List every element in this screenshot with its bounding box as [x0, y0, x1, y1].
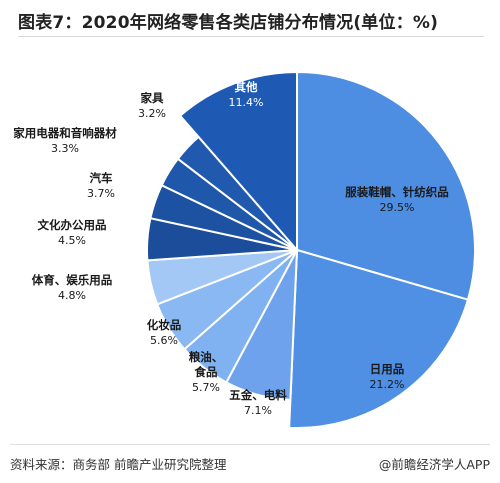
slice-value-label: 5.7%: [192, 381, 220, 394]
credit-note: @前瞻经济学人APP: [378, 457, 490, 472]
source-note: 资料来源：商务部 前瞻产业研究院整理: [10, 457, 227, 472]
slice-name-label: 家具: [141, 91, 164, 105]
slice-value-label: 3.3%: [51, 142, 79, 155]
slice-name-label: 其他: [235, 80, 258, 94]
slice-value-label: 7.1%: [244, 404, 272, 417]
slice-name-label: 食品: [195, 365, 218, 379]
title-divider: [18, 36, 484, 37]
slice-name-label: 化妆品: [147, 318, 182, 332]
slice-value-label: 3.2%: [138, 107, 166, 120]
slice-name-label: 服装鞋帽、针纺织品: [345, 185, 449, 199]
slice-name-label: 五金、电料: [229, 388, 287, 402]
pie-slice: [296, 70, 476, 301]
slice-value-label: 3.7%: [87, 187, 115, 200]
footer-divider: [10, 444, 490, 445]
pie-slices: [146, 70, 476, 429]
slice-name-label: 日用品: [370, 362, 405, 376]
slice-name-label: 文化办公用品: [38, 218, 107, 232]
slice-name-label: 汽车: [90, 171, 113, 185]
pie-slice: [178, 70, 298, 253]
slice-value-label: 4.8%: [58, 289, 86, 302]
slice-value-label: 21.2%: [370, 378, 405, 391]
slice-value-label: 5.6%: [150, 334, 178, 347]
slice-name-label: 家用电器和音响器材: [13, 126, 117, 140]
slice-value-label: 4.5%: [58, 234, 86, 247]
slice-value-label: 29.5%: [380, 201, 415, 214]
pie-slice: [288, 248, 470, 429]
slice-name-label: 粮油、: [189, 350, 224, 364]
slice-name-label: 体育、娱乐用品: [32, 273, 113, 287]
slice-value-label: 11.4%: [229, 96, 264, 109]
chart-title: 图表7：2020年网络零售各类店铺分布情况(单位：%): [18, 13, 439, 33]
pie-labels: 服装鞋帽、针纺织品 29.5% 日用品 21.2% 五金、电料 7.1% 粮油、食品 5.7%…: [13, 80, 449, 417]
